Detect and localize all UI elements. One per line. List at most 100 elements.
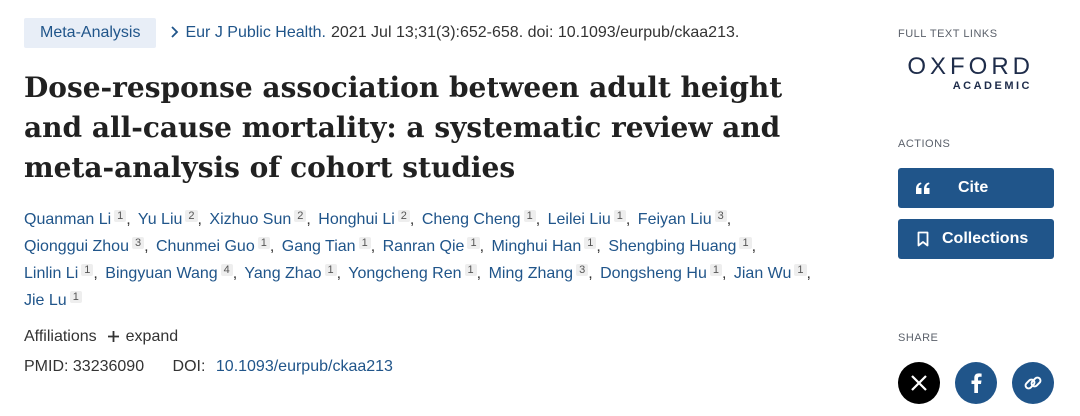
- author-separator: ,: [726, 211, 732, 228]
- author-separator: ,: [232, 265, 238, 282]
- author-link[interactable]: Shengbing Huang 1: [608, 237, 752, 255]
- author-name[interactable]: Xizhuo Sun: [209, 211, 292, 228]
- author-link[interactable]: Yu Liu 2: [137, 210, 198, 228]
- affiliation-number[interactable]: 3: [576, 264, 589, 276]
- full-text-links-label: FULL TEXT LINKS: [898, 28, 998, 40]
- author-link[interactable]: Ranran Qie 1: [382, 237, 480, 255]
- author-separator: ,: [409, 211, 415, 228]
- author-link[interactable]: Cheng Cheng 1: [421, 210, 536, 228]
- chevron-right-icon: [170, 25, 179, 42]
- identifiers-row: PMID: 33236090 DOI: 10.1093/eurpub/ckaa2…: [24, 358, 854, 376]
- affiliation-number[interactable]: 2: [397, 210, 410, 222]
- author-separator: ,: [479, 238, 485, 255]
- pmid-value: 33236090: [72, 358, 145, 375]
- affiliation-number[interactable]: 1: [257, 237, 270, 249]
- author-name[interactable]: Quanman Li: [24, 211, 112, 228]
- affiliation-number[interactable]: 1: [464, 264, 477, 276]
- facebook-icon[interactable]: [955, 362, 997, 404]
- author-name[interactable]: Gang Tian: [281, 238, 356, 255]
- author-link[interactable]: Quanman Li 1: [24, 210, 127, 228]
- author-link[interactable]: Qionggui Zhou 3: [24, 237, 145, 255]
- author-name[interactable]: Shengbing Huang: [608, 238, 737, 255]
- author-link[interactable]: Xizhuo Sun 2: [209, 210, 307, 228]
- author-link[interactable]: Ming Zhang 3: [488, 264, 589, 282]
- journal-link[interactable]: Eur J Public Health.: [185, 24, 326, 41]
- author-link[interactable]: Feiyan Liu 3: [637, 210, 727, 228]
- author-name[interactable]: Yu Liu: [137, 211, 183, 228]
- affiliation-number[interactable]: 1: [358, 237, 371, 249]
- author-separator: ,: [625, 211, 631, 228]
- logo-line-1: OXFORD: [907, 53, 1034, 80]
- author-name[interactable]: Honghui Li: [318, 211, 395, 228]
- author-name[interactable]: Yongcheng Ren: [348, 265, 462, 282]
- affiliation-number[interactable]: 1: [69, 291, 82, 303]
- author-link[interactable]: Dongsheng Hu 1: [600, 264, 722, 282]
- cite-button[interactable]: Cite: [898, 168, 1054, 208]
- affiliation-number[interactable]: 2: [294, 210, 307, 222]
- author-separator: ,: [93, 265, 98, 282]
- share-label: SHARE: [898, 332, 939, 344]
- quote-icon: [914, 179, 932, 197]
- publication-type-badge[interactable]: Meta-Analysis: [24, 18, 157, 48]
- author-separator: ,: [596, 238, 601, 255]
- author-name[interactable]: Minghui Han: [491, 238, 582, 255]
- affiliation-number[interactable]: 2: [185, 210, 198, 222]
- plus-icon[interactable]: [107, 329, 120, 345]
- affiliation-number[interactable]: 1: [81, 264, 94, 276]
- author-name[interactable]: Dongsheng Hu: [600, 265, 707, 282]
- author-link[interactable]: Chunmei Guo 1: [156, 237, 270, 255]
- author-name[interactable]: Ranran Qie: [382, 238, 465, 255]
- actions-label: ACTIONS: [898, 138, 951, 150]
- expand-affiliations-button[interactable]: expand: [125, 328, 179, 345]
- affiliations-label: Affiliations: [24, 328, 97, 345]
- author-name[interactable]: Jian Wu: [733, 265, 792, 282]
- affiliations-row[interactable]: Affiliations expand: [24, 328, 854, 346]
- author-name[interactable]: Jie Lu: [24, 292, 67, 309]
- affiliation-number[interactable]: 1: [324, 264, 337, 276]
- author-separator: ,: [269, 238, 275, 255]
- author-name[interactable]: Bingyuan Wang: [105, 265, 218, 282]
- author-name[interactable]: Yang Zhao: [244, 265, 322, 282]
- affiliation-number[interactable]: 1: [739, 237, 752, 249]
- author-separator: ,: [751, 238, 757, 255]
- link-icon[interactable]: [1012, 362, 1054, 404]
- collections-label: Collections: [942, 230, 1029, 247]
- affiliation-number[interactable]: 1: [709, 264, 722, 276]
- affiliation-number[interactable]: 1: [114, 210, 127, 222]
- author-link[interactable]: Honghui Li 2: [318, 210, 410, 228]
- author-link[interactable]: Jie Lu 1: [24, 291, 82, 309]
- collections-button[interactable]: Collections: [898, 219, 1054, 259]
- author-name[interactable]: Chunmei Guo: [156, 238, 255, 255]
- journal-citation: Eur J Public Health. 2021 Jul 13;31(3):6…: [170, 24, 739, 42]
- author-name[interactable]: Feiyan Liu: [637, 211, 712, 228]
- pmid-label: PMID:: [24, 358, 69, 375]
- affiliation-number[interactable]: 4: [220, 264, 233, 276]
- author-link[interactable]: Jian Wu 1: [733, 264, 807, 282]
- author-name[interactable]: Cheng Cheng: [421, 211, 521, 228]
- x-icon[interactable]: [898, 362, 940, 404]
- author-name[interactable]: Leilei Liu: [547, 211, 611, 228]
- affiliation-number[interactable]: 1: [613, 210, 626, 222]
- author-link[interactable]: Yang Zhao 1: [244, 264, 337, 282]
- author-separator: ,: [535, 211, 541, 228]
- author-link[interactable]: Leilei Liu 1: [547, 210, 626, 228]
- author-link[interactable]: Yongcheng Ren 1: [348, 264, 477, 282]
- author-separator: ,: [144, 238, 149, 255]
- author-link[interactable]: Bingyuan Wang 4: [105, 264, 233, 282]
- author-name[interactable]: Qionggui Zhou: [24, 238, 129, 255]
- affiliation-number[interactable]: 3: [131, 237, 145, 249]
- affiliation-number[interactable]: 1: [794, 264, 807, 276]
- affiliation-number[interactable]: 3: [714, 210, 727, 222]
- affiliation-number[interactable]: 1: [523, 210, 536, 222]
- oxford-academic-logo[interactable]: OXFORD ACADEMIC: [898, 53, 1034, 93]
- author-link[interactable]: Gang Tian 1: [281, 237, 371, 255]
- author-name[interactable]: Ming Zhang: [488, 265, 574, 282]
- author-separator: ,: [588, 265, 593, 282]
- author-link[interactable]: Minghui Han 1: [491, 237, 597, 255]
- author-name[interactable]: Linlin Li: [24, 265, 79, 282]
- doi-link[interactable]: 10.1093/eurpub/ckaa213: [215, 358, 393, 375]
- affiliation-number[interactable]: 1: [584, 237, 597, 249]
- author-link[interactable]: Linlin Li 1: [24, 264, 94, 282]
- affiliation-number[interactable]: 1: [467, 237, 480, 249]
- authors-list: Quanman Li 1, Yu Liu 2, Xizhuo Sun 2, Hongh…: [24, 206, 834, 314]
